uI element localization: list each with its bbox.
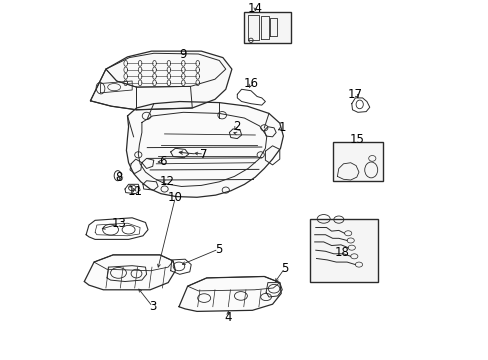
Text: 15: 15 — [348, 133, 364, 146]
Polygon shape — [126, 102, 283, 197]
Bar — [244, 12, 290, 43]
Text: 5: 5 — [214, 243, 222, 256]
Text: 8: 8 — [115, 171, 122, 184]
Text: 3: 3 — [149, 300, 156, 313]
Text: 9: 9 — [179, 48, 186, 61]
Text: 13: 13 — [112, 217, 126, 230]
Polygon shape — [84, 255, 175, 290]
Bar — [309, 219, 377, 282]
Bar — [332, 142, 382, 181]
Polygon shape — [90, 51, 231, 110]
Text: 17: 17 — [347, 88, 362, 101]
Text: 12: 12 — [159, 175, 174, 188]
Text: 11: 11 — [127, 185, 142, 198]
Text: 16: 16 — [243, 77, 258, 90]
Text: 14: 14 — [247, 3, 262, 15]
Text: 5: 5 — [281, 262, 288, 275]
Text: 4: 4 — [224, 311, 232, 324]
Text: 10: 10 — [167, 191, 183, 204]
Text: 18: 18 — [334, 246, 348, 259]
Text: 1: 1 — [278, 121, 285, 134]
Text: 7: 7 — [200, 148, 207, 161]
Text: 2: 2 — [232, 120, 240, 132]
Polygon shape — [179, 276, 281, 311]
Text: 6: 6 — [158, 155, 166, 168]
